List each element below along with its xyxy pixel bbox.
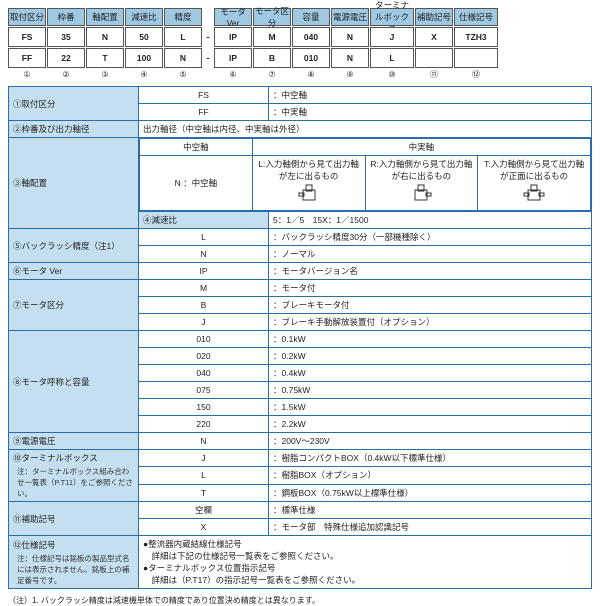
hdr-1: 取付区分 <box>8 8 46 26</box>
v1-12: TZH3 <box>454 27 498 47</box>
s1-label: ①取付区分 <box>9 87 139 121</box>
s4-label: ④減速比 <box>139 212 269 229</box>
header-row: 取付区分 枠番 軸配置 減速比 精度 モータVer モータ区分 容量 電源電圧 … <box>8 8 592 26</box>
v2-2: 22 <box>47 48 85 68</box>
hdr-3: 軸配置 <box>86 8 124 26</box>
v1-7: M <box>253 27 291 47</box>
v1-10: J <box>370 27 414 47</box>
v2-4: 100 <box>125 48 163 68</box>
s6-label: ⑥モータ Ver <box>9 263 139 280</box>
v1-9: N <box>331 27 369 47</box>
v2-8: 010 <box>292 48 330 68</box>
s9-label: ⑨電源電圧 <box>9 433 139 450</box>
v1-8: 040 <box>292 27 330 47</box>
s12-label: ⑫仕様記号注：仕様記号は銘板の製品型式名には表示されません。銘板上の補足番号です… <box>9 536 139 589</box>
v2-7: B <box>253 48 291 68</box>
dash-2: - <box>203 53 213 63</box>
hdr-11: 補助記号 <box>415 8 453 26</box>
v2-1: FF <box>8 48 46 68</box>
v1-6: IP <box>214 27 252 47</box>
v2-12 <box>454 48 498 68</box>
hdr-8: 容量 <box>292 8 330 26</box>
s7-label: ⑦モータ区分 <box>9 280 139 331</box>
hdr-4: 減速比 <box>125 8 163 26</box>
hdr-5: 精度 <box>164 8 202 26</box>
hdr-12: 仕様記号 <box>454 8 498 26</box>
v1-1: FS <box>8 27 46 47</box>
v2-6: IP <box>214 48 252 68</box>
s5-label: ⑤バックラッシ精度（注1） <box>9 229 139 263</box>
s3-label: ③軸配置 <box>9 138 139 229</box>
code-selector-grid: 取付区分 枠番 軸配置 減速比 精度 モータVer モータ区分 容量 電源電圧 … <box>8 8 592 80</box>
v1-3: N <box>86 27 124 47</box>
v1-4: 50 <box>125 27 163 47</box>
hdr-10: ターミナルボックス <box>370 8 414 26</box>
s8-label: ⑧モータ呼称と容量 <box>9 331 139 433</box>
v2-9: N <box>331 48 369 68</box>
v2-11 <box>415 48 453 68</box>
value-row-1: FS 35 N 50 L - IP M 040 N J X TZH3 <box>8 27 592 47</box>
hdr-7: モータ区分 <box>253 8 291 26</box>
spec-table: ①取付区分 FS：中空軸 FF：中実軸 ②枠番及び出力軸径 出力軸径（中空軸は内… <box>8 86 592 589</box>
value-row-2: FF 22 T 100 N - IP B 010 N L <box>8 48 592 68</box>
footnote: （注）1. バックラッシ精度は減速機単体での精度であり位置決め精度とは異なります… <box>8 595 592 606</box>
shaft-l-icon <box>297 182 321 206</box>
s10-label: ⑩ターミナルボックス注：ターミナルボックス組み合わせ一覧表（P.T11）をご参照… <box>9 450 139 502</box>
v1-2: 35 <box>47 27 85 47</box>
v1-11: X <box>415 27 453 47</box>
shaft-r-icon <box>409 182 433 206</box>
number-row: ① ② ③ ④ ⑤ ⑥ ⑦ ⑧ ⑨ ⑩ ⑪ ⑫ <box>8 69 592 80</box>
v2-10: L <box>370 48 414 68</box>
v1-5: L <box>164 27 202 47</box>
v2-5: N <box>164 48 202 68</box>
s2-label: ②枠番及び出力軸径 <box>9 121 139 138</box>
dash-1: - <box>203 32 213 42</box>
hdr-6: モータVer <box>214 8 252 26</box>
hdr-2: 枠番 <box>47 8 85 26</box>
s11-label: ⑪補助記号 <box>9 502 139 536</box>
hdr-9: 電源電圧 <box>331 8 369 26</box>
shaft-t-icon <box>522 182 546 206</box>
v2-3: T <box>86 48 124 68</box>
